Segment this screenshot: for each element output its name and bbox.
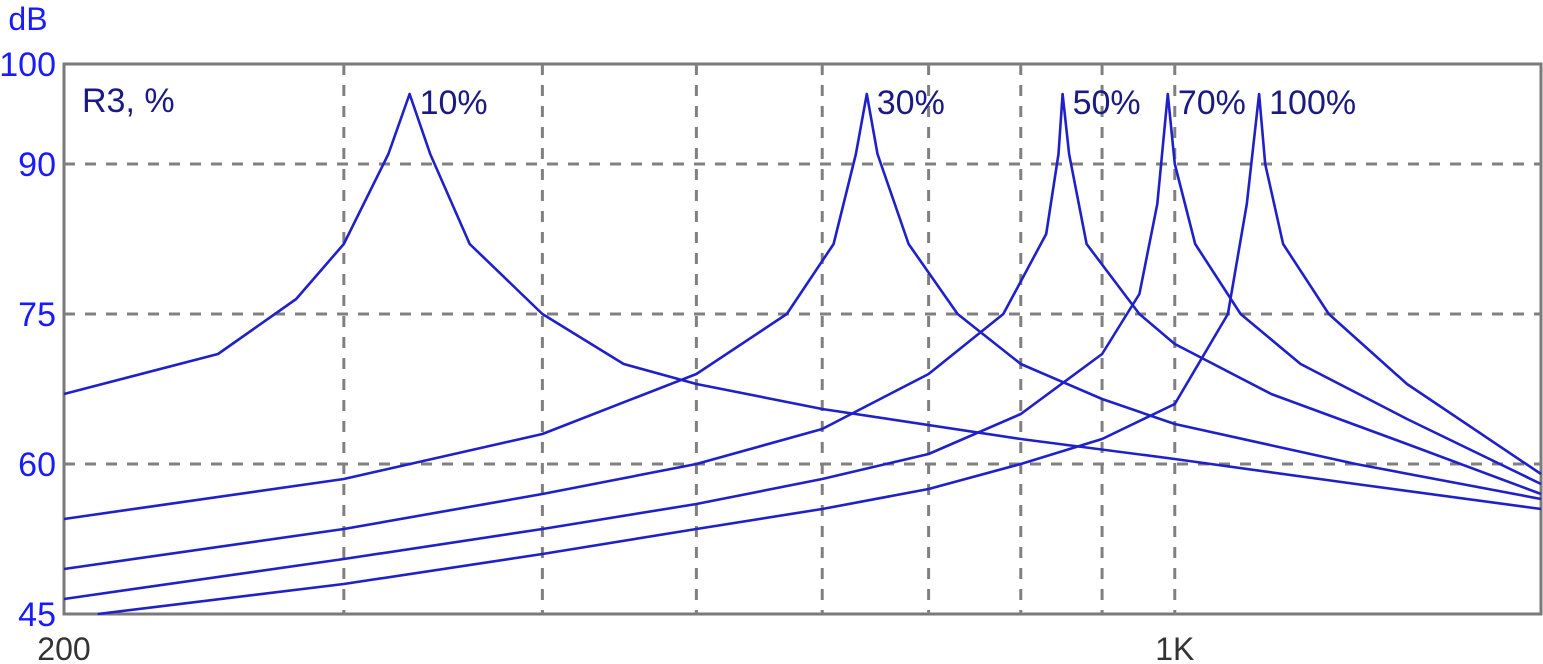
x-tick-label-1: 1K	[1155, 631, 1194, 664]
y-tick-label-1: 90	[18, 146, 56, 184]
grid-lines	[64, 64, 1541, 614]
x-tick-label-0: 200	[37, 631, 90, 664]
series-label-0: 10%	[420, 84, 488, 122]
parameter-annotation: R3, %	[82, 82, 175, 120]
y-tick-label-0: 100	[0, 46, 56, 84]
series-line-1	[63, 92, 1542, 521]
series-label-3: 70%	[1178, 84, 1246, 122]
series-line-2	[63, 92, 1542, 571]
series-label-4: 100%	[1269, 84, 1356, 122]
series-line-3	[63, 92, 1542, 601]
y-tick-label-4: 45	[18, 596, 56, 634]
y-tick-labels: 100 90 75 60 45	[0, 46, 56, 634]
y-axis-unit-label: dB	[8, 1, 47, 37]
y-tick-label-3: 60	[18, 446, 56, 484]
series-label-2: 50%	[1073, 84, 1141, 122]
series-line-0	[63, 92, 1542, 511]
y-tick-label-2: 75	[18, 296, 56, 334]
series-line-4	[97, 92, 1542, 616]
series-label-1: 30%	[877, 84, 945, 122]
plot-area	[62, 62, 1543, 616]
peak-labels: 10% 30% 50% 70% 100%	[420, 84, 1356, 122]
x-tick-labels: 200 1K	[37, 631, 1194, 664]
series-lines	[63, 92, 1542, 616]
